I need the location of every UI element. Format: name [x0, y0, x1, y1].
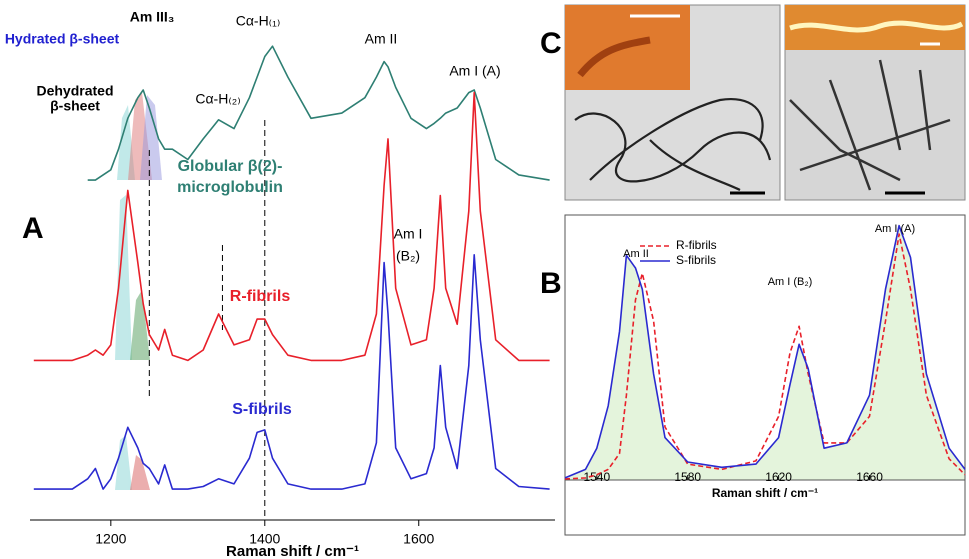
- line-series: [564, 224, 966, 479]
- annotation: Cα-H₍₁₎: [236, 13, 281, 29]
- legend-label: S-fibrils: [676, 253, 716, 267]
- area: [565, 225, 965, 480]
- annotation: Am II: [623, 248, 649, 260]
- annotation: (B₂): [396, 248, 420, 264]
- panel-label: A: [22, 212, 44, 245]
- micrograph-right: [784, 4, 966, 201]
- line-series: [87, 45, 550, 181]
- panel-label: C: [540, 27, 562, 60]
- annotation: Am I: [394, 226, 423, 242]
- annotation: Am I (A): [875, 223, 915, 235]
- annotation: Am I (B₂): [768, 276, 813, 288]
- peak-shading: [115, 92, 162, 490]
- panel-label: B: [540, 267, 562, 300]
- x-tick-label: 1540: [583, 470, 610, 484]
- annotation: Am III₃: [130, 9, 175, 25]
- legend-label: R-fibrils: [676, 238, 717, 252]
- x-axis-label: Raman shift / cm⁻¹: [226, 543, 359, 559]
- line-series: [33, 254, 550, 490]
- panel-b-frame: [564, 214, 966, 536]
- annotation: Am II: [365, 31, 398, 47]
- x-tick-label: 1400: [249, 531, 280, 547]
- series-label-box: Globular β(2)-microglobulin: [177, 158, 283, 196]
- x-tick-label: 1660: [856, 470, 883, 484]
- line-series: [33, 91, 550, 362]
- line-series: [564, 233, 966, 480]
- annotation: Dehydrated: [36, 83, 113, 99]
- x-axis-label: Raman shift / cm⁻¹: [712, 486, 818, 500]
- series-label: S-fibrils: [232, 401, 292, 418]
- annotation: β-sheet: [50, 98, 100, 114]
- x-tick-label: 1620: [765, 470, 792, 484]
- x-tick-label: 1580: [674, 470, 701, 484]
- x-tick-label: 1200: [95, 531, 126, 547]
- micrograph-left: [564, 4, 781, 201]
- annotation: Hydrated β-sheet: [5, 31, 120, 47]
- annotation: Cα-H₍₂₎: [195, 91, 240, 107]
- series-label: R-fibrils: [230, 288, 291, 305]
- series-label: Globular β(2)-microglobulin: [177, 158, 283, 196]
- x-tick-label: 1600: [403, 531, 434, 547]
- annotation: Am I (A): [449, 63, 500, 79]
